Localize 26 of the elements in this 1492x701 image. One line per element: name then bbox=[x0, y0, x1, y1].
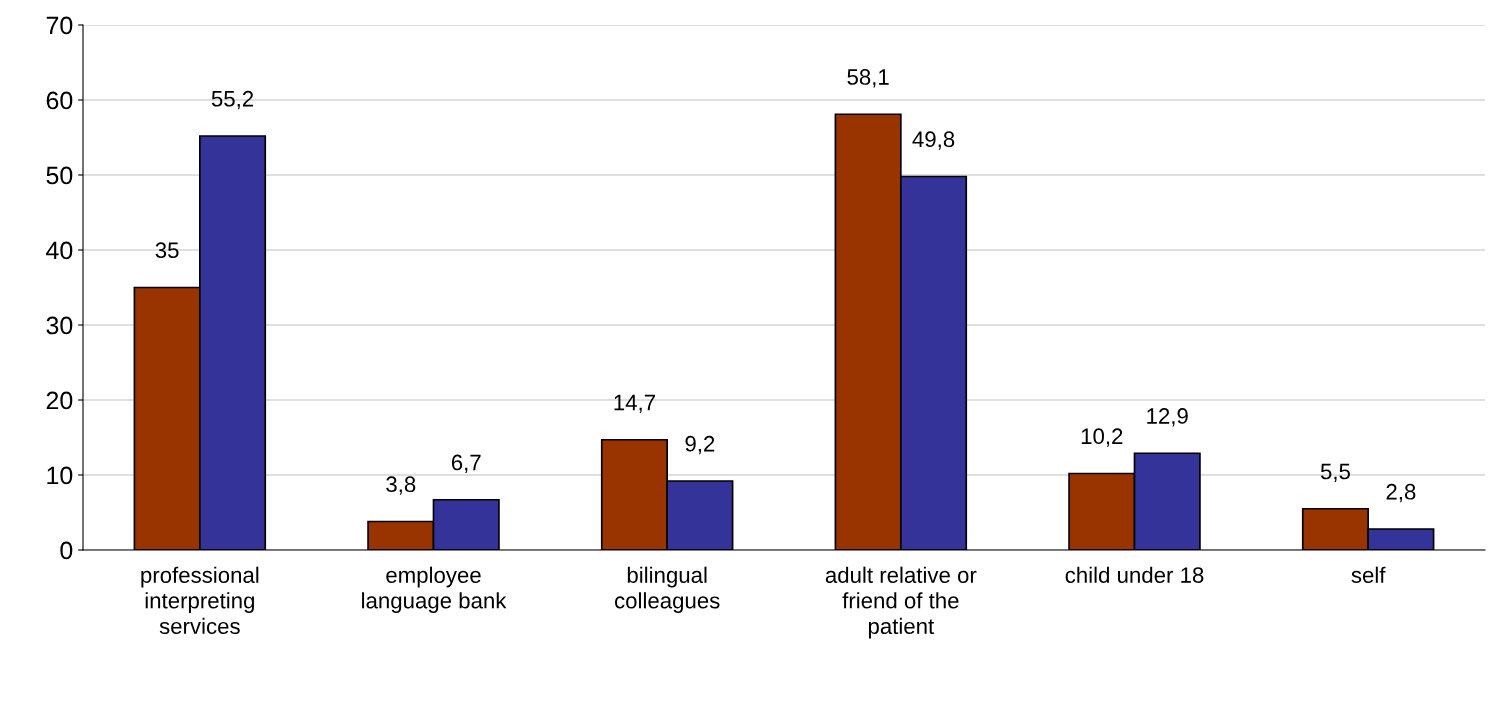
data-label: 14,7 bbox=[614, 394, 655, 413]
data-label: 12,9 bbox=[1147, 408, 1188, 427]
x-tick-label: child under 18 bbox=[1065, 566, 1204, 583]
data-label: 5,5 bbox=[1320, 463, 1350, 482]
y-tick-label: 40 bbox=[46, 241, 73, 260]
data-label: 58,1 bbox=[847, 69, 889, 88]
y-tick-label: 20 bbox=[46, 391, 73, 410]
x-tick-label: self bbox=[1351, 566, 1386, 583]
y-tick-label: 60 bbox=[46, 91, 73, 110]
x-tick-label: adult relative or friend of the patient bbox=[825, 566, 977, 639]
data-label: 49,8 bbox=[912, 131, 955, 150]
y-tick-label: 30 bbox=[46, 316, 73, 335]
data-label: 9,2 bbox=[685, 435, 715, 455]
y-tick-label: 0 bbox=[60, 541, 73, 560]
x-tick-label: employee language bank bbox=[362, 566, 507, 613]
x-tick-label: bilingual colleagues bbox=[614, 566, 720, 613]
y-tick-label: 10 bbox=[47, 466, 73, 485]
data-label: 6,7 bbox=[451, 454, 481, 473]
data-label: 3,8 bbox=[386, 476, 416, 495]
data-label: 10,2 bbox=[1081, 428, 1123, 447]
y-tick-label: 70 bbox=[46, 16, 73, 35]
x-tick-label: professional interpreting services bbox=[141, 566, 259, 635]
data-label: 35 bbox=[155, 242, 179, 259]
data-label: 55,2 bbox=[211, 90, 254, 110]
data-label: 2,8 bbox=[1386, 483, 1416, 503]
y-tick-label: 50 bbox=[46, 166, 73, 185]
